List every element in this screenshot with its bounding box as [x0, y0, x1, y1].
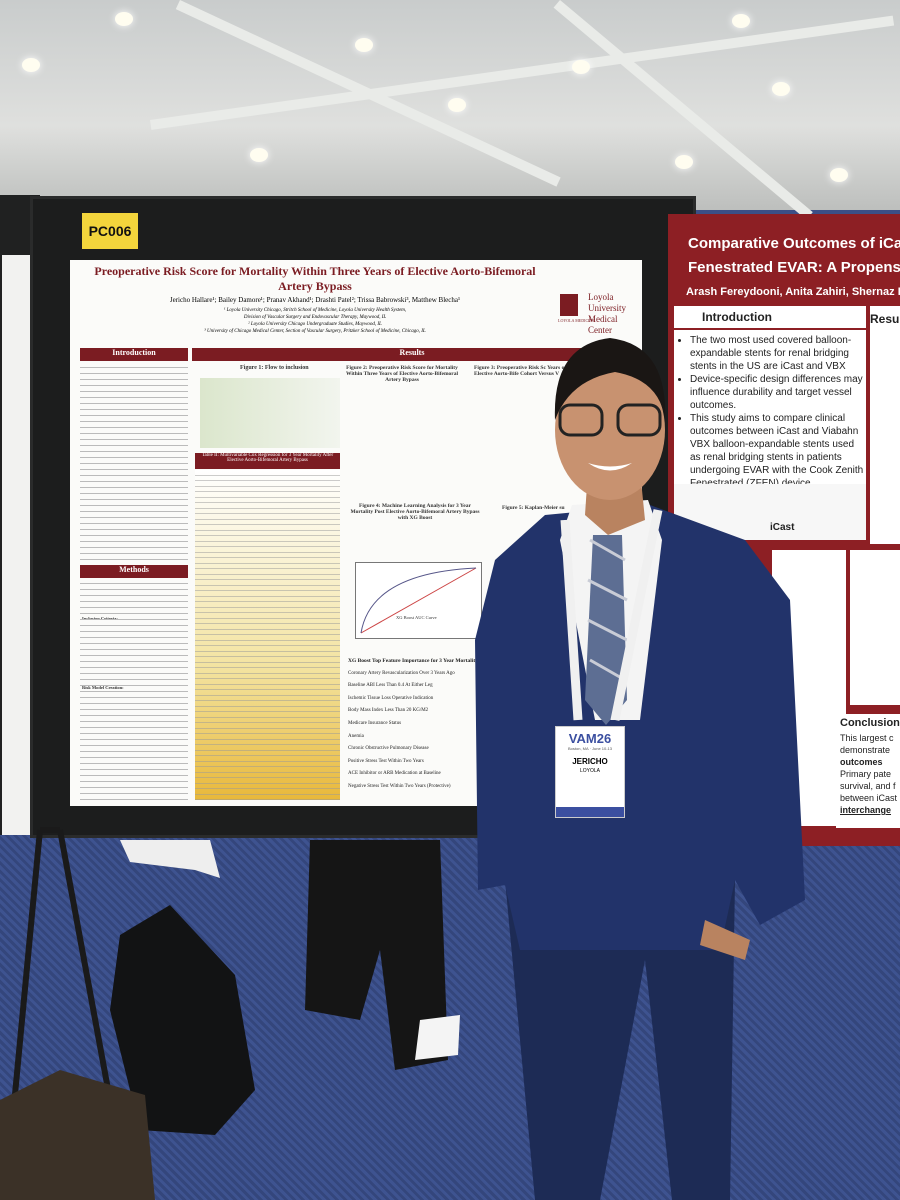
- ceiling: [0, 0, 900, 220]
- affiliation: Division of Vascular Surgery and Endovas…: [243, 315, 387, 320]
- badge-event: VAM26: [568, 731, 612, 746]
- lamp: [448, 98, 466, 112]
- bullet: The two most used covered balloon-expand…: [690, 334, 866, 373]
- intro-text: [80, 364, 188, 560]
- bag: [0, 1070, 155, 1200]
- badge-org: LOYOLA: [579, 768, 600, 774]
- poster-title: Preoperative Risk Score for Mortality Wi…: [94, 264, 536, 293]
- lamp: [732, 14, 750, 28]
- feature: Baseline ABI Less Than 0.4 At Either Leg: [348, 683, 433, 689]
- smile: [588, 463, 632, 471]
- affiliation: ³ University of Chicago Medical Center, …: [204, 329, 426, 334]
- lamp: [675, 155, 693, 169]
- lamp: [250, 148, 268, 162]
- logo-shield: [560, 294, 578, 316]
- visitor-shoe: [415, 1015, 460, 1060]
- lamp: [355, 38, 373, 52]
- feature: Medicare Insurance Status: [348, 720, 402, 726]
- lamp: [772, 82, 790, 96]
- auc-label: XG Boost AUC Curve: [396, 615, 437, 620]
- feature-title: XG Boost Top Feature Importance for 3 Ye…: [348, 658, 478, 664]
- table-title: Table II: Multivariable Cox Regression f…: [195, 453, 340, 469]
- badge-place: Boston, MA · June 10-13: [567, 746, 613, 751]
- badge-name: JERICHO: [572, 757, 608, 766]
- name-badge: VAM26 Boston, MA · June 10-13 JERICHO LO…: [555, 726, 625, 818]
- backpack: [110, 905, 255, 1135]
- figure-title: Figure 2: Preoperative Risk Score for Mo…: [345, 365, 459, 383]
- bullet: Device-specific design differences may i…: [690, 373, 866, 412]
- title-line: Fenestrated EVAR: A Propensi: [688, 259, 900, 276]
- glasses: [616, 403, 662, 437]
- conclusion-line: This largest c: [840, 733, 894, 743]
- auc-curve: [360, 567, 477, 634]
- glasses: [558, 403, 604, 437]
- table-rows: [195, 470, 340, 800]
- panel-header: Introduction: [674, 306, 866, 330]
- bullets: The two most used covered balloon-expand…: [674, 334, 866, 490]
- lamp: [572, 60, 590, 74]
- conclusion-line: Primary pate: [840, 769, 892, 779]
- methods-text: [80, 580, 188, 800]
- feature: Anemia: [348, 733, 364, 739]
- lamp: [830, 168, 848, 182]
- affiliation: ¹ Loyola University Chicago, Stritch Sch…: [223, 308, 407, 313]
- flowchart: [200, 378, 340, 448]
- conclusion-line: survival, and f: [840, 781, 896, 791]
- poster-authors: Arash Fereydooni, Anita Zahiri, Shernaz …: [686, 286, 900, 298]
- feature: Chronic Obstructive Pulmonary Disease: [348, 746, 429, 752]
- conclusion-line: between iCast: [840, 793, 898, 803]
- feature: Coronary Artery Revascularization Over 3…: [348, 670, 455, 676]
- results-panel: Resu: [870, 306, 900, 544]
- visitor-dress: [120, 840, 220, 878]
- conclusion-line: demonstrate: [840, 745, 891, 755]
- trousers: [505, 880, 735, 1200]
- visitor-legs: [305, 840, 448, 1070]
- lamp: [115, 12, 133, 26]
- figure-title: Figure 5: Kaplan-Meier su: [502, 505, 565, 511]
- lanyard: [560, 509, 663, 721]
- conclusion-line: interchange: [840, 805, 892, 815]
- affiliation: ² Loyola University Chicago Undergraduat…: [248, 322, 382, 327]
- affiliations: ¹ Loyola University Chicago, Stritch Sch…: [90, 307, 540, 335]
- lamp: [22, 58, 40, 72]
- poster-edge: [2, 255, 34, 835]
- board-id: PC006: [82, 213, 138, 249]
- feature-list: XG Boost Top Feature Importance for 3 Ye…: [348, 655, 633, 794]
- device-label: iCast: [770, 522, 795, 533]
- poster-title: Comparative Outcomes of iCast Fenestrate…: [688, 232, 900, 280]
- suit-jacket: [475, 505, 805, 950]
- panel-header: Conclusion: [840, 717, 900, 729]
- section-header: Methods: [80, 565, 188, 578]
- section-header: Introduction: [80, 348, 188, 361]
- badge-stripe: [556, 807, 624, 817]
- conclusion-panel: Conclusion This largest c demonstrate ou…: [836, 714, 900, 828]
- table: [195, 470, 340, 800]
- figure-title: Figure 3: Preoperative Risk Sc Years of …: [474, 365, 567, 377]
- figure-title: Figure 4: Machine Learning Analysis for …: [350, 503, 480, 521]
- feature: ACE Inhibitor or ARB Medication at Basel…: [348, 771, 441, 777]
- title-line: Comparative Outcomes of iCast: [688, 235, 900, 252]
- bullet: This study aims to compare clinical outc…: [690, 412, 866, 490]
- section-header: Results: [192, 348, 632, 361]
- feature: Negative Stress Test Within Two Years (P…: [348, 783, 451, 789]
- person: [475, 338, 805, 1200]
- tie-stripes: [587, 538, 628, 682]
- feature: Ischemic Tissue Loss Operative Indicatio…: [348, 695, 434, 701]
- conclusion-line: outcomes: [840, 757, 883, 767]
- feature: Positive Stress Test Within Two Years: [348, 758, 424, 764]
- face: [555, 360, 665, 500]
- hair: [554, 338, 666, 420]
- figure-title: Figure 1: Flow to inclusion: [240, 365, 309, 371]
- hand: [700, 920, 750, 960]
- auc-plot: XG Boost AUC Curve: [355, 562, 482, 639]
- poster-authors: Jericho Hallare¹; Bailey Damore¹; Pranav…: [169, 296, 461, 304]
- feature: Body Mass Index Less Than 20 KG/M2: [348, 708, 429, 714]
- logo-top: LOYOLA MEDICINE: [558, 318, 595, 323]
- km-plot: [850, 550, 900, 705]
- logo-name: Loyola University Medical Center: [588, 292, 626, 335]
